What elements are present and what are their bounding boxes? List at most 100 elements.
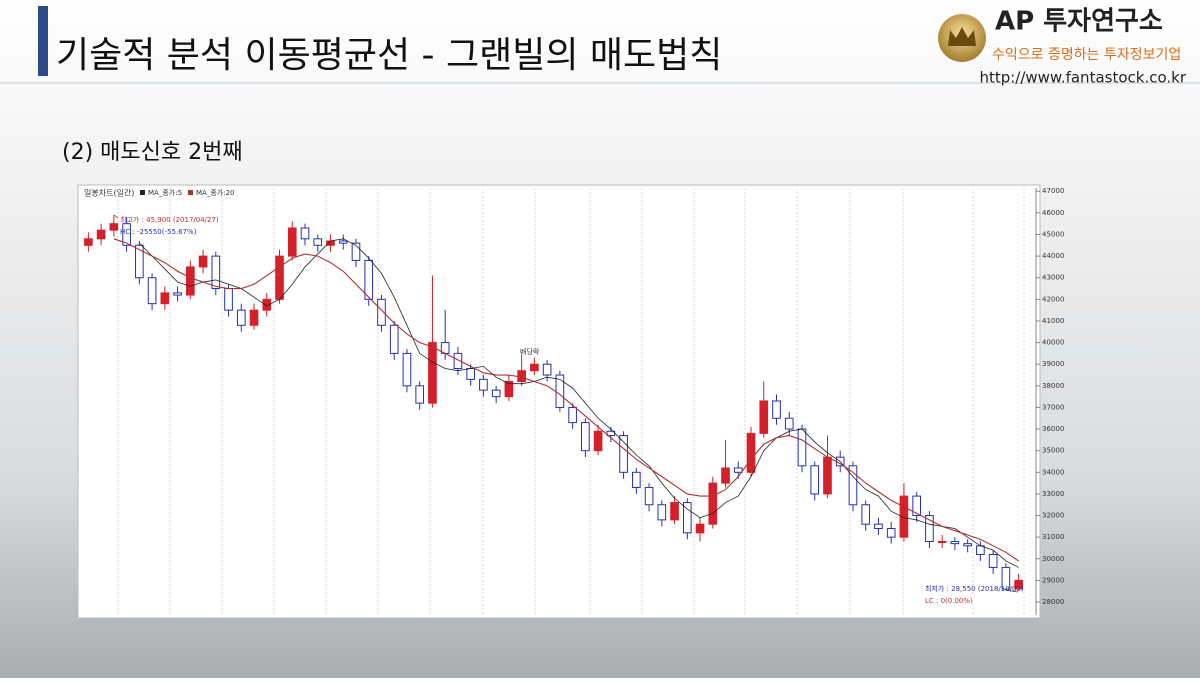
candle-body xyxy=(568,406,577,424)
candle-body xyxy=(338,240,348,244)
annotation: 최저가 : 28,550 (2018/10/02) xyxy=(925,584,1024,593)
candle-body xyxy=(848,465,858,506)
logo-name: AP 투자연구소 xyxy=(995,7,1163,37)
y-tick-label: 38000 xyxy=(1042,382,1064,390)
candle-body xyxy=(389,324,399,354)
candle-body xyxy=(823,456,832,495)
candle-body xyxy=(466,368,475,380)
y-tick-label: 39000 xyxy=(1042,360,1064,368)
y-tick-label: 28000 xyxy=(1042,598,1064,606)
candle-body xyxy=(746,432,756,473)
candle-body xyxy=(530,363,539,372)
chart-title: 일봉차트(일간) xyxy=(84,188,134,198)
candle-body xyxy=(950,540,960,545)
ma-line xyxy=(113,238,1019,562)
annotation-pointer xyxy=(113,214,119,219)
candle-body xyxy=(733,467,743,473)
y-tick-label: 34000 xyxy=(1042,468,1064,476)
y-tick-label: 30000 xyxy=(1042,555,1064,563)
y-tick-label: 46000 xyxy=(1042,209,1064,217)
candle-body xyxy=(275,255,284,300)
divider xyxy=(0,82,1200,84)
candle-body xyxy=(109,223,119,231)
candle-body xyxy=(479,378,488,391)
candle-body xyxy=(797,428,807,467)
candle-body xyxy=(899,495,909,538)
logo-crown xyxy=(948,27,976,46)
candle-body xyxy=(937,540,947,543)
logo-url: http://www.fantastock.co.kr xyxy=(979,69,1186,87)
y-tick-label: 47000 xyxy=(1042,187,1064,195)
candle-body xyxy=(708,482,718,525)
legend-swatch xyxy=(140,190,145,195)
candle-body xyxy=(517,370,526,383)
candle-body xyxy=(84,238,93,246)
annotation: 최고가 : 45,900 (2017/04/27) xyxy=(120,215,219,224)
candle-body xyxy=(1001,566,1011,590)
candle-body xyxy=(925,515,934,542)
logo-tagline: 수익으로 증명하는 투자정보기업 xyxy=(992,47,1181,63)
legend-label: MA_종가:5 xyxy=(148,188,182,197)
legend-label: MA_종가:20 xyxy=(196,188,234,197)
candle-body xyxy=(377,298,386,326)
candle-body xyxy=(555,374,565,408)
title-bar xyxy=(38,6,48,76)
y-tick-label: 32000 xyxy=(1042,512,1064,520)
candle-body xyxy=(581,422,590,452)
y-tick-label: 36000 xyxy=(1042,425,1064,433)
candle-body xyxy=(619,435,628,473)
candle-body xyxy=(874,523,883,530)
y-tick-label: 40000 xyxy=(1042,339,1064,347)
candle-body xyxy=(224,288,233,311)
candle-body xyxy=(861,504,871,525)
candle-body xyxy=(287,227,297,257)
candle-body xyxy=(682,502,692,534)
candle-body xyxy=(695,523,705,534)
annotation: LC : 0(0.00%) xyxy=(925,597,973,605)
annotation-pointer xyxy=(1005,589,1019,593)
ma-line xyxy=(139,238,1019,568)
legend-swatch xyxy=(188,190,193,195)
y-tick-label: 43000 xyxy=(1042,274,1064,282)
candle-body xyxy=(313,238,323,246)
candle-body xyxy=(135,244,144,279)
y-tick-label: 33000 xyxy=(1042,490,1064,498)
y-tick-label: 31000 xyxy=(1042,533,1064,541)
candle-body xyxy=(160,292,170,305)
candle-body xyxy=(810,465,820,495)
candle-body xyxy=(593,430,603,452)
candle-body xyxy=(644,486,654,506)
slide-title: 기술적 분석 이동평균선 - 그랜빌의 매도법칙 xyxy=(56,35,722,76)
candle-body xyxy=(491,389,501,398)
candle-body xyxy=(784,417,794,430)
candle-body xyxy=(988,553,998,568)
candle-body xyxy=(963,543,972,547)
candle-body xyxy=(122,223,131,246)
candle-body xyxy=(173,292,182,296)
candle-body xyxy=(721,467,730,484)
y-tick-label: 45000 xyxy=(1042,230,1064,238)
candle-body xyxy=(249,309,259,326)
candle-body xyxy=(351,242,361,261)
candle-body xyxy=(211,255,221,290)
candle-body xyxy=(1014,579,1023,590)
candle-body xyxy=(428,342,437,404)
candle-body xyxy=(759,400,769,434)
candle-body xyxy=(542,363,552,376)
candle-body xyxy=(147,277,157,305)
y-tick-label: 29000 xyxy=(1042,576,1064,584)
y-tick-label: 37000 xyxy=(1042,403,1064,411)
y-tick-label: 44000 xyxy=(1042,252,1064,260)
candle-body xyxy=(262,298,272,311)
y-tick-label: 35000 xyxy=(1042,447,1064,455)
y-tick-label: 41000 xyxy=(1042,317,1064,325)
candle-body xyxy=(236,309,246,326)
candle-body xyxy=(402,352,412,387)
candle-body xyxy=(504,381,514,398)
candle-body xyxy=(185,266,195,296)
candle-body xyxy=(415,385,425,404)
candle-body xyxy=(772,400,781,419)
candle-body xyxy=(300,227,310,240)
candle-body xyxy=(657,504,667,521)
